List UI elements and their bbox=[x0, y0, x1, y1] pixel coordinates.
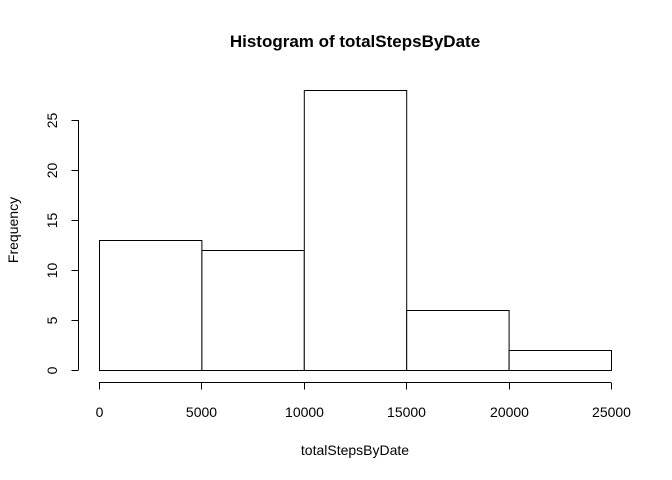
y-tick-label: 0 bbox=[44, 366, 60, 374]
histogram-bar-1 bbox=[201, 250, 305, 371]
y-axis: 0 5 10 15 20 25 bbox=[44, 113, 79, 374]
histogram-bar-2 bbox=[303, 90, 408, 371]
y-tick-label: 20 bbox=[44, 163, 60, 179]
histogram-bar-0 bbox=[99, 240, 203, 371]
x-axis: 0 5000 10000 15000 20000 25000 bbox=[96, 382, 631, 420]
x-tick-label: 20000 bbox=[490, 404, 529, 420]
x-tick-label: 10000 bbox=[285, 404, 324, 420]
y-axis-title: Frequency bbox=[5, 197, 21, 263]
histogram-bar-3 bbox=[406, 310, 510, 371]
x-tick-label: 25000 bbox=[592, 404, 631, 420]
y-tick-label: 10 bbox=[44, 263, 60, 279]
y-tick-label: 15 bbox=[44, 213, 60, 229]
histogram-bar-4 bbox=[508, 350, 613, 371]
x-tick-label: 15000 bbox=[387, 404, 426, 420]
x-axis-title: totalStepsByDate bbox=[301, 442, 409, 458]
y-tick-label: 5 bbox=[44, 316, 60, 324]
x-tick-label: 5000 bbox=[186, 404, 217, 420]
bars-group bbox=[99, 90, 613, 371]
y-tick-label: 25 bbox=[44, 113, 60, 129]
chart-title: Histogram of totalStepsByDate bbox=[230, 32, 480, 51]
x-tick-label: 0 bbox=[96, 404, 104, 420]
